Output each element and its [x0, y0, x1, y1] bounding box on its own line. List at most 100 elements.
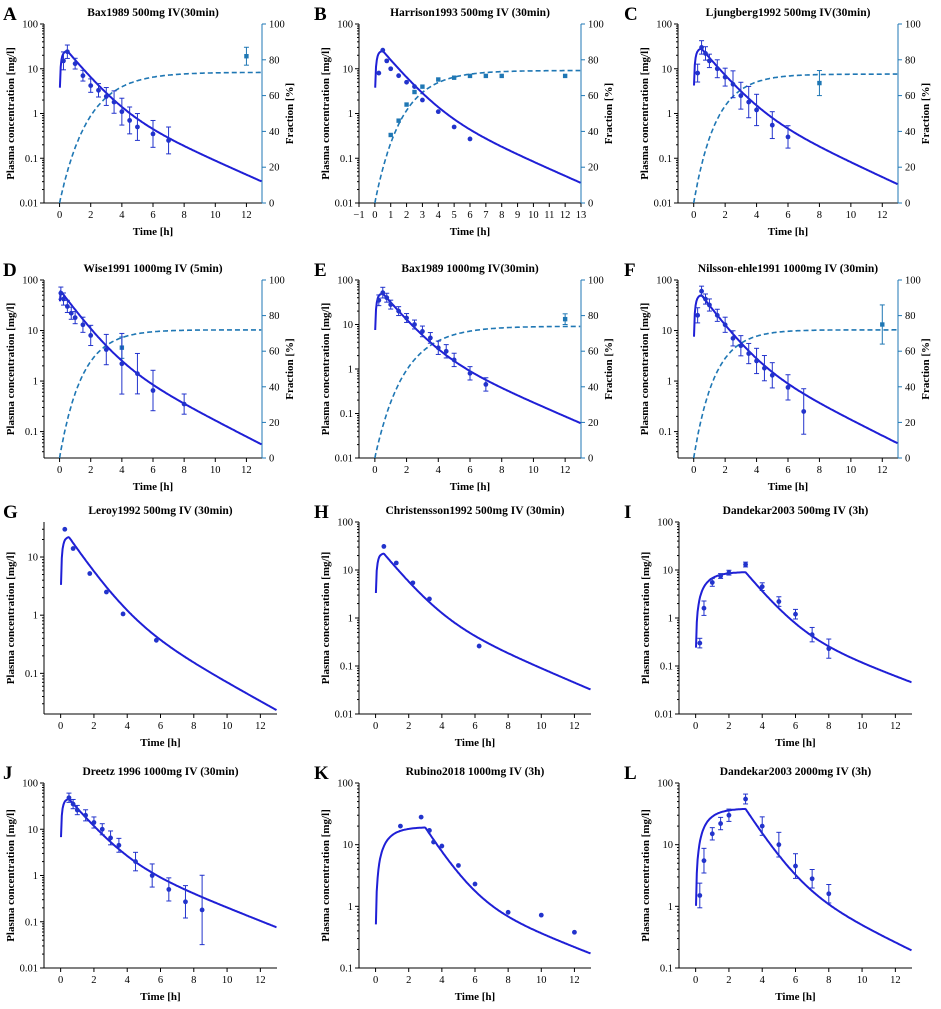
y-tick-label: 1: [668, 614, 673, 625]
y-tick-label: 100: [337, 779, 353, 790]
obs-point: [695, 312, 701, 318]
y-tick-label: 0.1: [25, 154, 38, 165]
y2-tick-label: 40: [905, 127, 916, 138]
x-tick-label: 12: [890, 721, 901, 732]
obs-point: [699, 288, 704, 294]
obs-point: [420, 97, 425, 103]
panel-g: G Leroy1992 500mg IV (30min) 0 2 4 6 8 10 12 0.1 1…: [3, 502, 278, 749]
x-tick-label: 0: [372, 210, 377, 221]
y-tick-label: 0.1: [25, 669, 38, 680]
obs-point: [697, 893, 703, 898]
x-tick-label: 9: [515, 210, 520, 221]
y-tick-label: 100: [337, 20, 353, 31]
y-tick-label: 1: [667, 377, 672, 388]
obs-point: [127, 118, 133, 123]
y2-tick-label: 100: [588, 276, 604, 287]
x-tick-label: 11: [544, 210, 554, 221]
fraction-curve: [692, 73, 898, 204]
y2-axis-label: Fraction [%]: [284, 338, 296, 399]
obs-point: [451, 124, 457, 130]
obs-point: [435, 345, 441, 351]
panel-c: C Ljungberg1992 500mg IV(30min)0 2 4 6 8 10 120…: [624, 4, 932, 238]
obs-point: [70, 546, 76, 551]
obs-point: [443, 348, 449, 354]
obs-point: [746, 351, 752, 356]
obs-point: [743, 796, 748, 802]
panel-letter: K: [314, 763, 329, 784]
obs-point: [826, 646, 832, 652]
obs-point: [483, 382, 489, 387]
x-tick-label: 6: [150, 210, 155, 221]
x-axis-label: Time [h]: [455, 737, 495, 749]
y-tick-label: 0.01: [20, 199, 38, 210]
model-curve: [695, 571, 912, 684]
obs-point: [381, 544, 387, 549]
x-tick-label: 0: [57, 465, 62, 476]
x-tick-label: 0: [373, 975, 378, 986]
x-tick-label: 6: [793, 721, 798, 732]
x-tick-label: 2: [91, 721, 96, 732]
x-tick-label: 6: [472, 721, 477, 732]
y-tick-label: 0.01: [335, 710, 353, 721]
obs-point: [714, 66, 720, 72]
x-tick-label: 4: [439, 721, 445, 732]
y-tick-label: 10: [28, 64, 39, 75]
model-curve: [693, 47, 898, 186]
y2-axis-label: Fraction [%]: [920, 83, 932, 144]
y2-tick-label: 80: [588, 311, 599, 322]
obs-point: [153, 637, 159, 643]
panel-a: A Bax1989 500mg IV(30min)0 2 4 6 8 10 120.010.1…: [3, 4, 296, 238]
obs-point: [393, 560, 399, 566]
obs-point: [793, 611, 798, 617]
obs-point: [150, 388, 156, 393]
obs-point: [120, 611, 126, 617]
x-tick-label: 6: [467, 465, 472, 476]
obs-point: [738, 343, 744, 349]
x-tick-label: 10: [536, 721, 547, 732]
y-tick-label: 1: [348, 902, 353, 913]
obs-point: [64, 304, 70, 309]
x-tick-label: 12: [877, 465, 888, 476]
y-tick-label: 10: [663, 566, 674, 577]
y2-tick-label: 60: [269, 91, 280, 102]
obs-point: [718, 821, 724, 826]
y2-tick-label: 20: [269, 418, 280, 429]
panel-title: Dreetz 1996 1000mg IV (30min): [82, 766, 238, 778]
obs-point: [62, 526, 68, 532]
obs-point: [793, 863, 798, 869]
y-axis-label: Plasma concentration [mg/l]: [5, 303, 17, 436]
obs-point: [801, 409, 807, 414]
panel-letter: I: [624, 502, 631, 523]
panel-letter: E: [314, 260, 327, 281]
obs-point: [380, 290, 386, 296]
obs-point: [410, 580, 416, 586]
x-axis-label: Time [h]: [455, 991, 495, 1003]
x-tick-label: 2: [406, 721, 411, 732]
fraction-point: [499, 73, 504, 79]
obs-point: [74, 807, 80, 813]
fraction-curve: [374, 69, 581, 204]
y-tick-label: 100: [337, 518, 353, 529]
obs-point: [701, 605, 707, 611]
x-tick-label: 12: [255, 975, 266, 986]
y2-tick-label: 0: [269, 199, 274, 210]
x-axis-label: Time [h]: [133, 481, 173, 493]
panel-l: L Dandekar2003 2000mg IV (3h) 0 2 4 6 8 10 12 0.1…: [624, 763, 912, 1003]
panel-letter: B: [314, 4, 327, 25]
model-curve: [695, 807, 912, 952]
obs-point: [116, 842, 122, 848]
x-axis-label: Time [h]: [768, 226, 808, 238]
y-tick-label: 1: [348, 614, 353, 625]
x-tick-label: 12: [560, 210, 571, 221]
fraction-point: [562, 316, 568, 322]
obs-point: [119, 109, 125, 115]
obs-point: [70, 801, 76, 807]
obs-point: [418, 814, 424, 820]
obs-point: [396, 308, 402, 314]
y-tick-label: 100: [22, 779, 38, 790]
x-tick-label: 12: [560, 465, 571, 476]
x-tick-label: 12: [241, 465, 252, 476]
obs-point: [762, 365, 767, 371]
y2-tick-label: 80: [905, 55, 916, 66]
obs-point: [61, 296, 66, 302]
